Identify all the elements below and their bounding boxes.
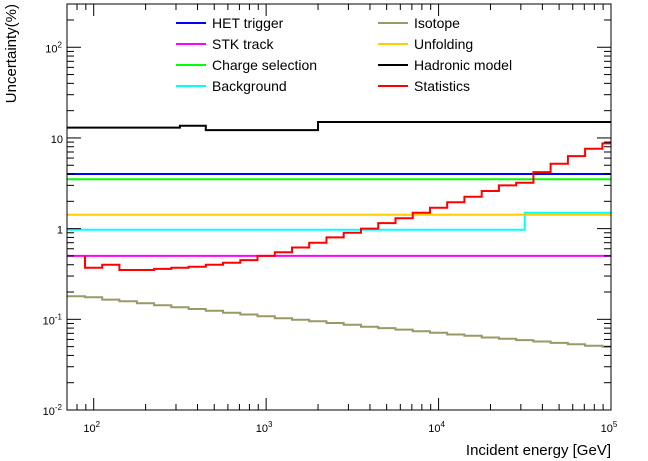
y-tick-label: 1 [57, 225, 63, 237]
legend-label: Charge selection [212, 57, 317, 73]
legend: HET trigger STK track Charge selection Back… [176, 15, 512, 94]
legend-label: Hadronic model [414, 57, 512, 73]
x-tick-label: 102 [83, 420, 100, 435]
series-hadronic-model [67, 121, 611, 132]
legend-label: STK track [212, 36, 274, 52]
axis-ticks [66, 3, 612, 411]
legend-label: Background [212, 78, 287, 94]
y-tick-label: 10 [51, 134, 63, 146]
y-axis-title: Uncertainty(%) [3, 4, 20, 103]
x-tick-label: 105 [601, 420, 618, 435]
series-layer [67, 121, 611, 348]
legend-label: HET trigger [212, 15, 284, 31]
x-tick-label: 104 [428, 420, 445, 435]
series-isotope [67, 295, 611, 348]
legend-label: Isotope [414, 15, 460, 31]
x-axis-title: Incident energy [GeV] [466, 442, 611, 459]
y-tick-label: 10-2 [43, 403, 63, 418]
y-tick-label: 102 [45, 40, 62, 55]
series-background [67, 211, 611, 231]
series-statistics [84, 142, 611, 271]
x-tick-label: 103 [256, 420, 273, 435]
y-tick-label: 10-1 [43, 312, 63, 327]
tick-labels: 102 103 104 105 10-2 10-1 1 10 102 [43, 40, 618, 435]
plot-frame [66, 3, 612, 411]
legend-label: Statistics [414, 78, 470, 94]
legend-label: Unfolding [414, 36, 473, 52]
